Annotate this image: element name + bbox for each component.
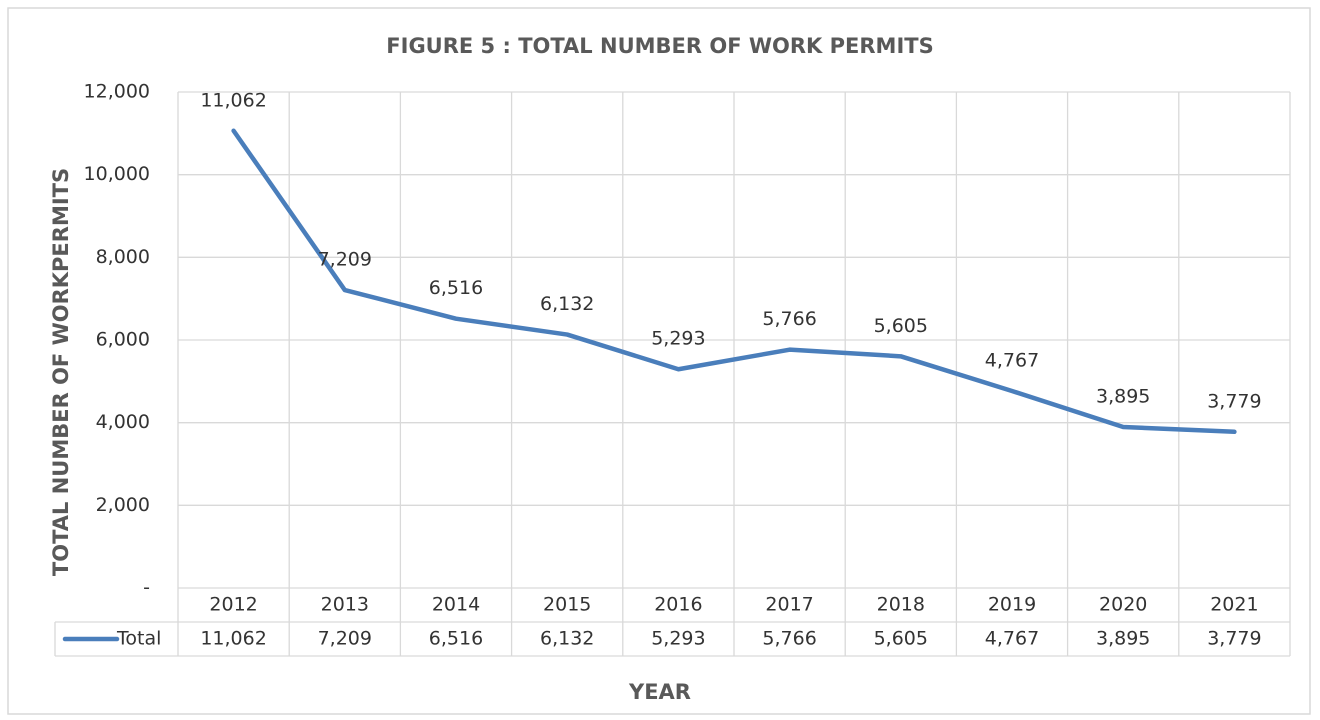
table-cell: 5,605 bbox=[874, 628, 928, 650]
table-cell: 7,209 bbox=[318, 628, 372, 650]
data-label: 4,767 bbox=[985, 349, 1039, 371]
x-tick-label: 2020 bbox=[1099, 594, 1147, 616]
table-cell: 11,062 bbox=[200, 628, 266, 650]
y-tick-label: 6,000 bbox=[96, 329, 150, 351]
y-tick-label: 10,000 bbox=[84, 163, 150, 185]
data-label: 3,895 bbox=[1096, 386, 1150, 408]
table-cell: 3,779 bbox=[1207, 628, 1261, 650]
data-label: 5,766 bbox=[762, 308, 816, 330]
data-label: 11,062 bbox=[200, 89, 266, 111]
table-cell: 6,132 bbox=[540, 628, 594, 650]
x-tick-label: 2016 bbox=[654, 594, 702, 616]
x-tick-label: 2013 bbox=[321, 594, 369, 616]
x-tick-label: 2012 bbox=[209, 594, 257, 616]
table-cell: 3,895 bbox=[1096, 628, 1150, 650]
table-cell: 4,767 bbox=[985, 628, 1039, 650]
y-tick-label: 8,000 bbox=[96, 246, 150, 268]
y-tick-label: - bbox=[143, 577, 150, 599]
chart-title: FIGURE 5 : TOTAL NUMBER OF WORK PERMITS bbox=[386, 34, 933, 58]
table-cell: 6,516 bbox=[429, 628, 483, 650]
data-label: 6,132 bbox=[540, 293, 594, 315]
x-tick-label: 2018 bbox=[877, 594, 925, 616]
table-cell: 5,293 bbox=[651, 628, 705, 650]
data-label: 7,209 bbox=[318, 249, 372, 271]
data-label: 5,605 bbox=[874, 315, 928, 337]
data-label: 5,293 bbox=[651, 328, 705, 350]
legend-label: Total bbox=[116, 628, 161, 650]
y-tick-label: 4,000 bbox=[96, 411, 150, 433]
y-tick-label: 2,000 bbox=[96, 494, 150, 516]
y-tick-label: 12,000 bbox=[84, 81, 150, 103]
data-label: 6,516 bbox=[429, 277, 483, 299]
x-tick-label: 2021 bbox=[1210, 594, 1258, 616]
data-line bbox=[231, 128, 1237, 435]
data-label: 3,779 bbox=[1207, 390, 1261, 412]
x-axis-label: YEAR bbox=[628, 680, 691, 704]
x-tick-label: 2019 bbox=[988, 594, 1036, 616]
table-cell: 5,766 bbox=[762, 628, 816, 650]
x-tick-label: 2014 bbox=[432, 594, 480, 616]
x-tick-label: 2017 bbox=[765, 594, 813, 616]
x-tick-label: 2015 bbox=[543, 594, 591, 616]
y-axis-label: TOTAL NUMBER OF WORKPERMITS bbox=[49, 168, 73, 576]
